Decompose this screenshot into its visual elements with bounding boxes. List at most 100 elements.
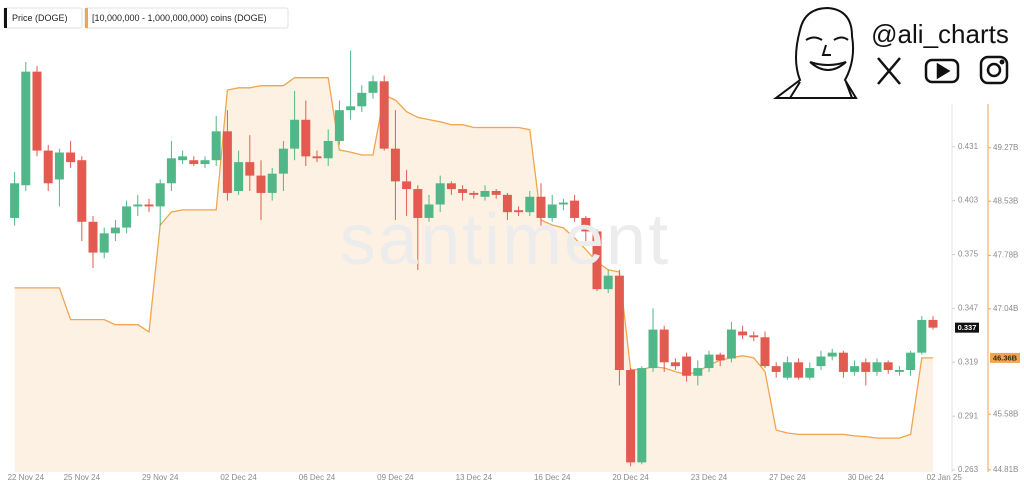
y-tick-label: 0.431 [958,142,979,151]
avatar [773,6,858,99]
candle-body [99,233,109,253]
candle-body [278,148,288,174]
x-tick-label: 23 Dec 24 [691,473,728,482]
candle-body [133,204,143,207]
candle-body [390,148,400,182]
x-tick-label: 13 Dec 24 [456,473,493,482]
candle-body [693,368,703,376]
y2-tick-label: 47.04B [993,304,1018,313]
candle-body [122,206,132,228]
candle-body [570,200,580,218]
candle-body [446,183,456,190]
candle-body [357,92,367,107]
candle-body [256,175,266,193]
x-tick-label: 25 Nov 24 [64,473,101,482]
candle-body [872,362,882,372]
legend-label: Price (DOGE) [12,13,68,23]
candle-body [614,275,624,370]
candle-body [379,81,389,149]
candle-body [850,366,860,372]
candle-body [424,204,434,218]
candle-body [290,119,300,149]
candle-body [883,362,893,370]
candle-body [749,335,759,338]
candle-body [267,173,277,193]
x-tick-label: 30 Dec 24 [848,473,885,482]
y-tick-label: 0.319 [958,357,979,366]
candle-body [234,162,244,191]
candle-body [861,362,871,372]
area-line [14,77,933,439]
candle-body [66,152,76,163]
y2-tick-label: 48.53B [993,196,1018,205]
candle-body [211,131,221,161]
candle-body [491,190,501,195]
candle-body [222,131,232,193]
y-tick-label: 0.403 [958,196,979,205]
candle-body [458,189,468,193]
candle-body [166,158,176,184]
candle-body [334,110,344,141]
x-tick-label: 29 Nov 24 [142,473,179,482]
last-price-label: 0.337 [958,323,977,332]
candle-body [21,71,31,186]
candle-body [413,189,423,218]
candle-body [738,331,748,336]
y-tick-label: 0.263 [958,465,979,474]
candle-body [782,362,792,378]
x-tick-label: 20 Dec 24 [612,473,649,482]
candle-body [301,119,311,157]
candle-body [435,183,445,205]
candle-body [894,369,904,372]
candle-body [704,354,714,369]
candle-body [43,150,53,184]
candle-body [906,352,916,370]
area-fill [14,77,934,472]
candle-body [536,196,546,218]
candle-body [323,140,333,159]
candle-body [155,183,165,207]
candle-body [178,156,188,161]
candle-body [525,196,535,213]
last-price-marker [955,322,979,333]
last-y2-label: 46.36B [993,353,1018,362]
legend-label: [10,000,000 - 1,000,000,000) coins (DOGE… [92,13,267,23]
y-tick-label: 0.291 [958,411,979,420]
candle-body [54,152,64,180]
candle-body [88,221,98,253]
candle-body [581,217,591,232]
y-tick-label: 0.375 [958,250,979,259]
x-tick-label: 22 Nov 24 [8,473,45,482]
x-tick-label: 06 Dec 24 [299,473,336,482]
candle-body [917,319,927,353]
candle-body [189,160,199,165]
plot-area [10,50,938,472]
candle-body [794,362,804,378]
candle-body [637,368,647,463]
social-icons [877,55,1009,85]
candle-body [592,231,602,290]
candle-body [659,329,669,363]
candle-body [547,204,557,218]
candle-body [514,210,524,213]
candle-body [670,362,680,367]
candle-body [245,162,255,176]
y-tick-label: 0.347 [958,304,979,313]
candle-body [771,366,781,372]
candle-body [760,337,770,367]
candle-body [816,356,826,367]
candle-body [346,106,356,111]
candle-body [10,183,20,218]
x-tick-label: 16 Dec 24 [534,473,571,482]
candle-body [110,227,120,234]
last-y2-marker [990,352,1020,363]
x-tick-label: 02 Jan 25 [927,473,963,482]
candle-body [827,352,837,357]
candle-body [928,319,938,328]
candle-body [626,369,636,463]
candle-body [312,156,322,159]
candle-body [558,202,568,205]
candle-body [805,368,815,378]
candle-body [715,354,725,361]
